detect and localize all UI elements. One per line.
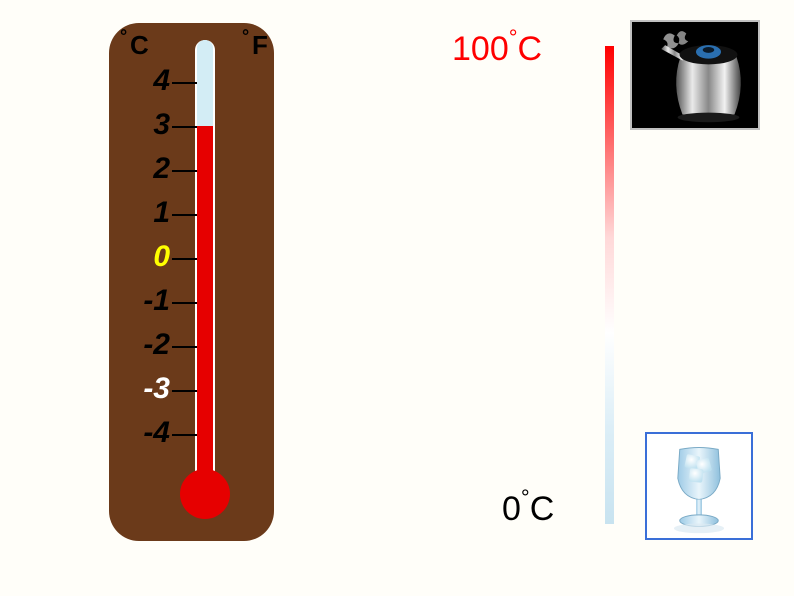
thermometer-bulb bbox=[180, 469, 230, 519]
scale-label: 2 bbox=[125, 152, 170, 186]
scale-label: -3 bbox=[125, 372, 170, 406]
scale-tick bbox=[172, 346, 197, 348]
freezing-point-unit: C bbox=[530, 490, 555, 528]
scale-tick bbox=[172, 302, 197, 304]
thermometer-body bbox=[109, 23, 274, 541]
freezing-point-number: 0 bbox=[502, 490, 521, 528]
scale-label: 0 bbox=[125, 240, 170, 274]
celsius-label: C bbox=[130, 30, 149, 61]
scale-label: 3 bbox=[125, 108, 170, 142]
thermometer-fluid-empty bbox=[197, 40, 213, 126]
scale-label: 4 bbox=[125, 64, 170, 98]
scale-label: -2 bbox=[125, 328, 170, 362]
celsius-degree-symbol: ° bbox=[120, 26, 127, 47]
scale-tick bbox=[172, 390, 197, 392]
degree-symbol: ° bbox=[521, 490, 530, 505]
scale-label: 1 bbox=[125, 196, 170, 230]
ice-water-image bbox=[645, 432, 753, 540]
scale-tick bbox=[172, 126, 197, 128]
boiling-point-label: 100°C bbox=[452, 30, 542, 69]
boiling-point-number: 100 bbox=[452, 30, 509, 68]
scale-label: -4 bbox=[125, 416, 170, 450]
scale-tick bbox=[172, 258, 197, 260]
kettle-icon bbox=[632, 22, 758, 128]
scale-tick bbox=[172, 214, 197, 216]
scale-tick bbox=[172, 82, 197, 84]
degree-symbol: ° bbox=[509, 30, 518, 45]
kettle-image bbox=[630, 20, 760, 130]
scale-tick bbox=[172, 170, 197, 172]
scale-tick bbox=[172, 434, 197, 436]
scale-label: -1 bbox=[125, 284, 170, 318]
fahrenheit-degree-symbol: ° bbox=[242, 26, 249, 47]
temperature-gradient-bar bbox=[605, 46, 614, 524]
ice-water-icon bbox=[647, 434, 751, 538]
boiling-point-unit: C bbox=[518, 30, 543, 68]
fahrenheit-label: F bbox=[252, 30, 268, 61]
thermometer-fluid bbox=[197, 126, 213, 478]
freezing-point-label: 0°C bbox=[502, 490, 554, 529]
